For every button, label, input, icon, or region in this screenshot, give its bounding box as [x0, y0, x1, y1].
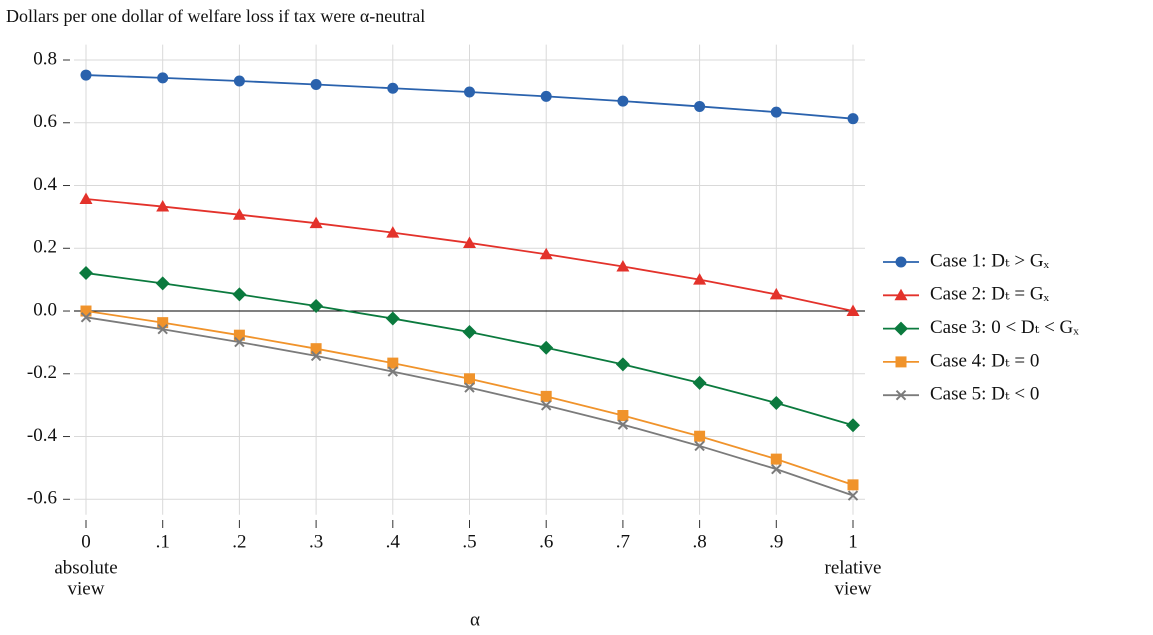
x-tick-label: .9: [769, 531, 783, 552]
marker: [847, 490, 859, 501]
x-tick-label: .5: [462, 531, 476, 552]
marker: [155, 276, 170, 291]
marker: [387, 357, 399, 369]
y-tick-label: -0.6: [27, 488, 57, 509]
marker: [387, 366, 399, 377]
y-tick-label: 0.8: [33, 48, 57, 69]
marker: [463, 236, 476, 248]
marker: [847, 479, 859, 491]
legend-marker: [895, 356, 907, 368]
marker: [770, 453, 782, 465]
marker: [464, 86, 475, 98]
marker: [232, 208, 246, 220]
marker: [310, 78, 322, 90]
legend-marker: [894, 321, 908, 336]
marker: [310, 343, 322, 355]
x-tick-label: .2: [232, 531, 246, 552]
marker: [770, 106, 782, 118]
x-tick-label: .4: [386, 531, 401, 552]
annotation: relative: [825, 557, 882, 578]
marker: [310, 350, 322, 362]
marker: [540, 90, 552, 102]
marker: [539, 247, 553, 260]
x-tick-label: .6: [539, 531, 553, 552]
marker: [157, 324, 168, 335]
marker: [157, 72, 169, 84]
legend-label: Case 5: Dₜ < 0: [930, 384, 1039, 405]
marker: [539, 340, 554, 355]
marker: [309, 216, 323, 229]
marker: [464, 373, 475, 385]
annotation: view: [68, 578, 105, 599]
marker: [694, 440, 705, 452]
x-tick-label: 1: [848, 531, 858, 552]
legend-marker: [895, 256, 907, 268]
marker: [80, 69, 92, 81]
marker: [692, 375, 707, 390]
marker: [156, 200, 170, 212]
marker: [617, 419, 629, 430]
y-tick-label: 0.6: [33, 111, 57, 132]
marker: [694, 430, 706, 442]
y-tick-label: 0.4: [33, 174, 57, 195]
legend-label: Case 4: Dₜ = 0: [930, 350, 1039, 371]
marker: [387, 82, 399, 94]
marker: [847, 113, 859, 125]
marker: [233, 329, 245, 341]
marker: [234, 336, 245, 348]
annotation: absolute: [54, 557, 117, 578]
legend-marker: [894, 288, 908, 301]
marker: [617, 410, 629, 422]
marker: [232, 287, 247, 302]
marker: [540, 390, 552, 402]
marker: [157, 317, 169, 329]
marker: [771, 463, 782, 475]
x-tick-label: 0: [81, 531, 91, 552]
y-tick-label: -0.2: [27, 362, 57, 383]
legend-marker: [895, 389, 907, 401]
marker: [846, 304, 860, 317]
y-tick-label: -0.4: [27, 425, 58, 446]
marker: [616, 259, 630, 272]
marker: [693, 273, 707, 285]
y-tick-label: 0.2: [33, 237, 57, 258]
marker: [769, 395, 784, 410]
annotation: view: [835, 578, 872, 599]
chart-title: Dollars per one dollar of welfare loss i…: [6, 6, 425, 26]
marker: [309, 299, 324, 314]
x-tick-label: .8: [692, 531, 706, 552]
x-tick-label: .3: [309, 531, 323, 552]
legend-label: Case 3: 0 < Dₜ < Gₓ: [930, 317, 1079, 338]
legend-label: Case 1: Dₜ > Gₓ: [930, 250, 1050, 271]
marker: [79, 192, 93, 205]
legend-label: Case 2: Dₜ = Gₓ: [930, 284, 1050, 305]
x-axis-label: α: [470, 609, 480, 630]
marker: [233, 75, 245, 87]
marker: [386, 226, 400, 238]
x-tick-label: .1: [156, 531, 170, 552]
marker: [769, 287, 783, 300]
marker: [80, 312, 92, 323]
marker: [540, 400, 552, 411]
marker: [462, 325, 477, 340]
marker: [615, 357, 630, 372]
marker: [80, 305, 92, 317]
marker: [464, 382, 475, 393]
y-tick-label: 0.0: [33, 299, 57, 320]
marker: [694, 100, 706, 112]
marker: [79, 266, 93, 281]
marker: [385, 311, 400, 326]
marker: [846, 418, 860, 433]
marker: [617, 95, 629, 107]
x-tick-label: .7: [616, 531, 630, 552]
